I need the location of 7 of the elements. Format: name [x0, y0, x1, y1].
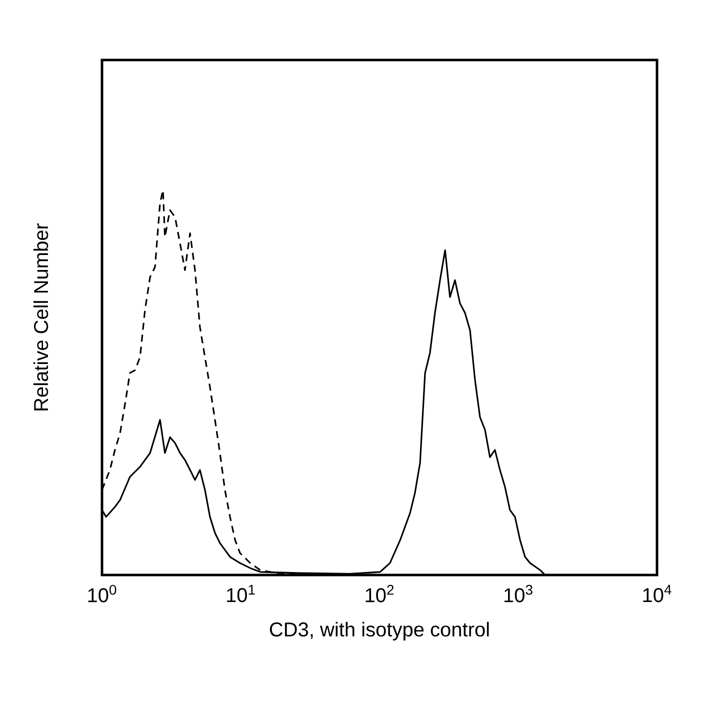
x-tick-label: 10$^{1}$ — [227, 584, 255, 602]
x-axis-title: CD3, with isotype control — [270, 622, 489, 641]
y-axis-title: Relative Cell Number — [33, 223, 48, 410]
x-tick-label: 10$^{0}$ — [88, 584, 116, 602]
x-tick-label: 10$^{4}$ — [643, 584, 672, 602]
x-tick-label: 10$^{2}$ — [366, 584, 394, 602]
x-tick-label: 10$^{3}$ — [504, 584, 532, 602]
